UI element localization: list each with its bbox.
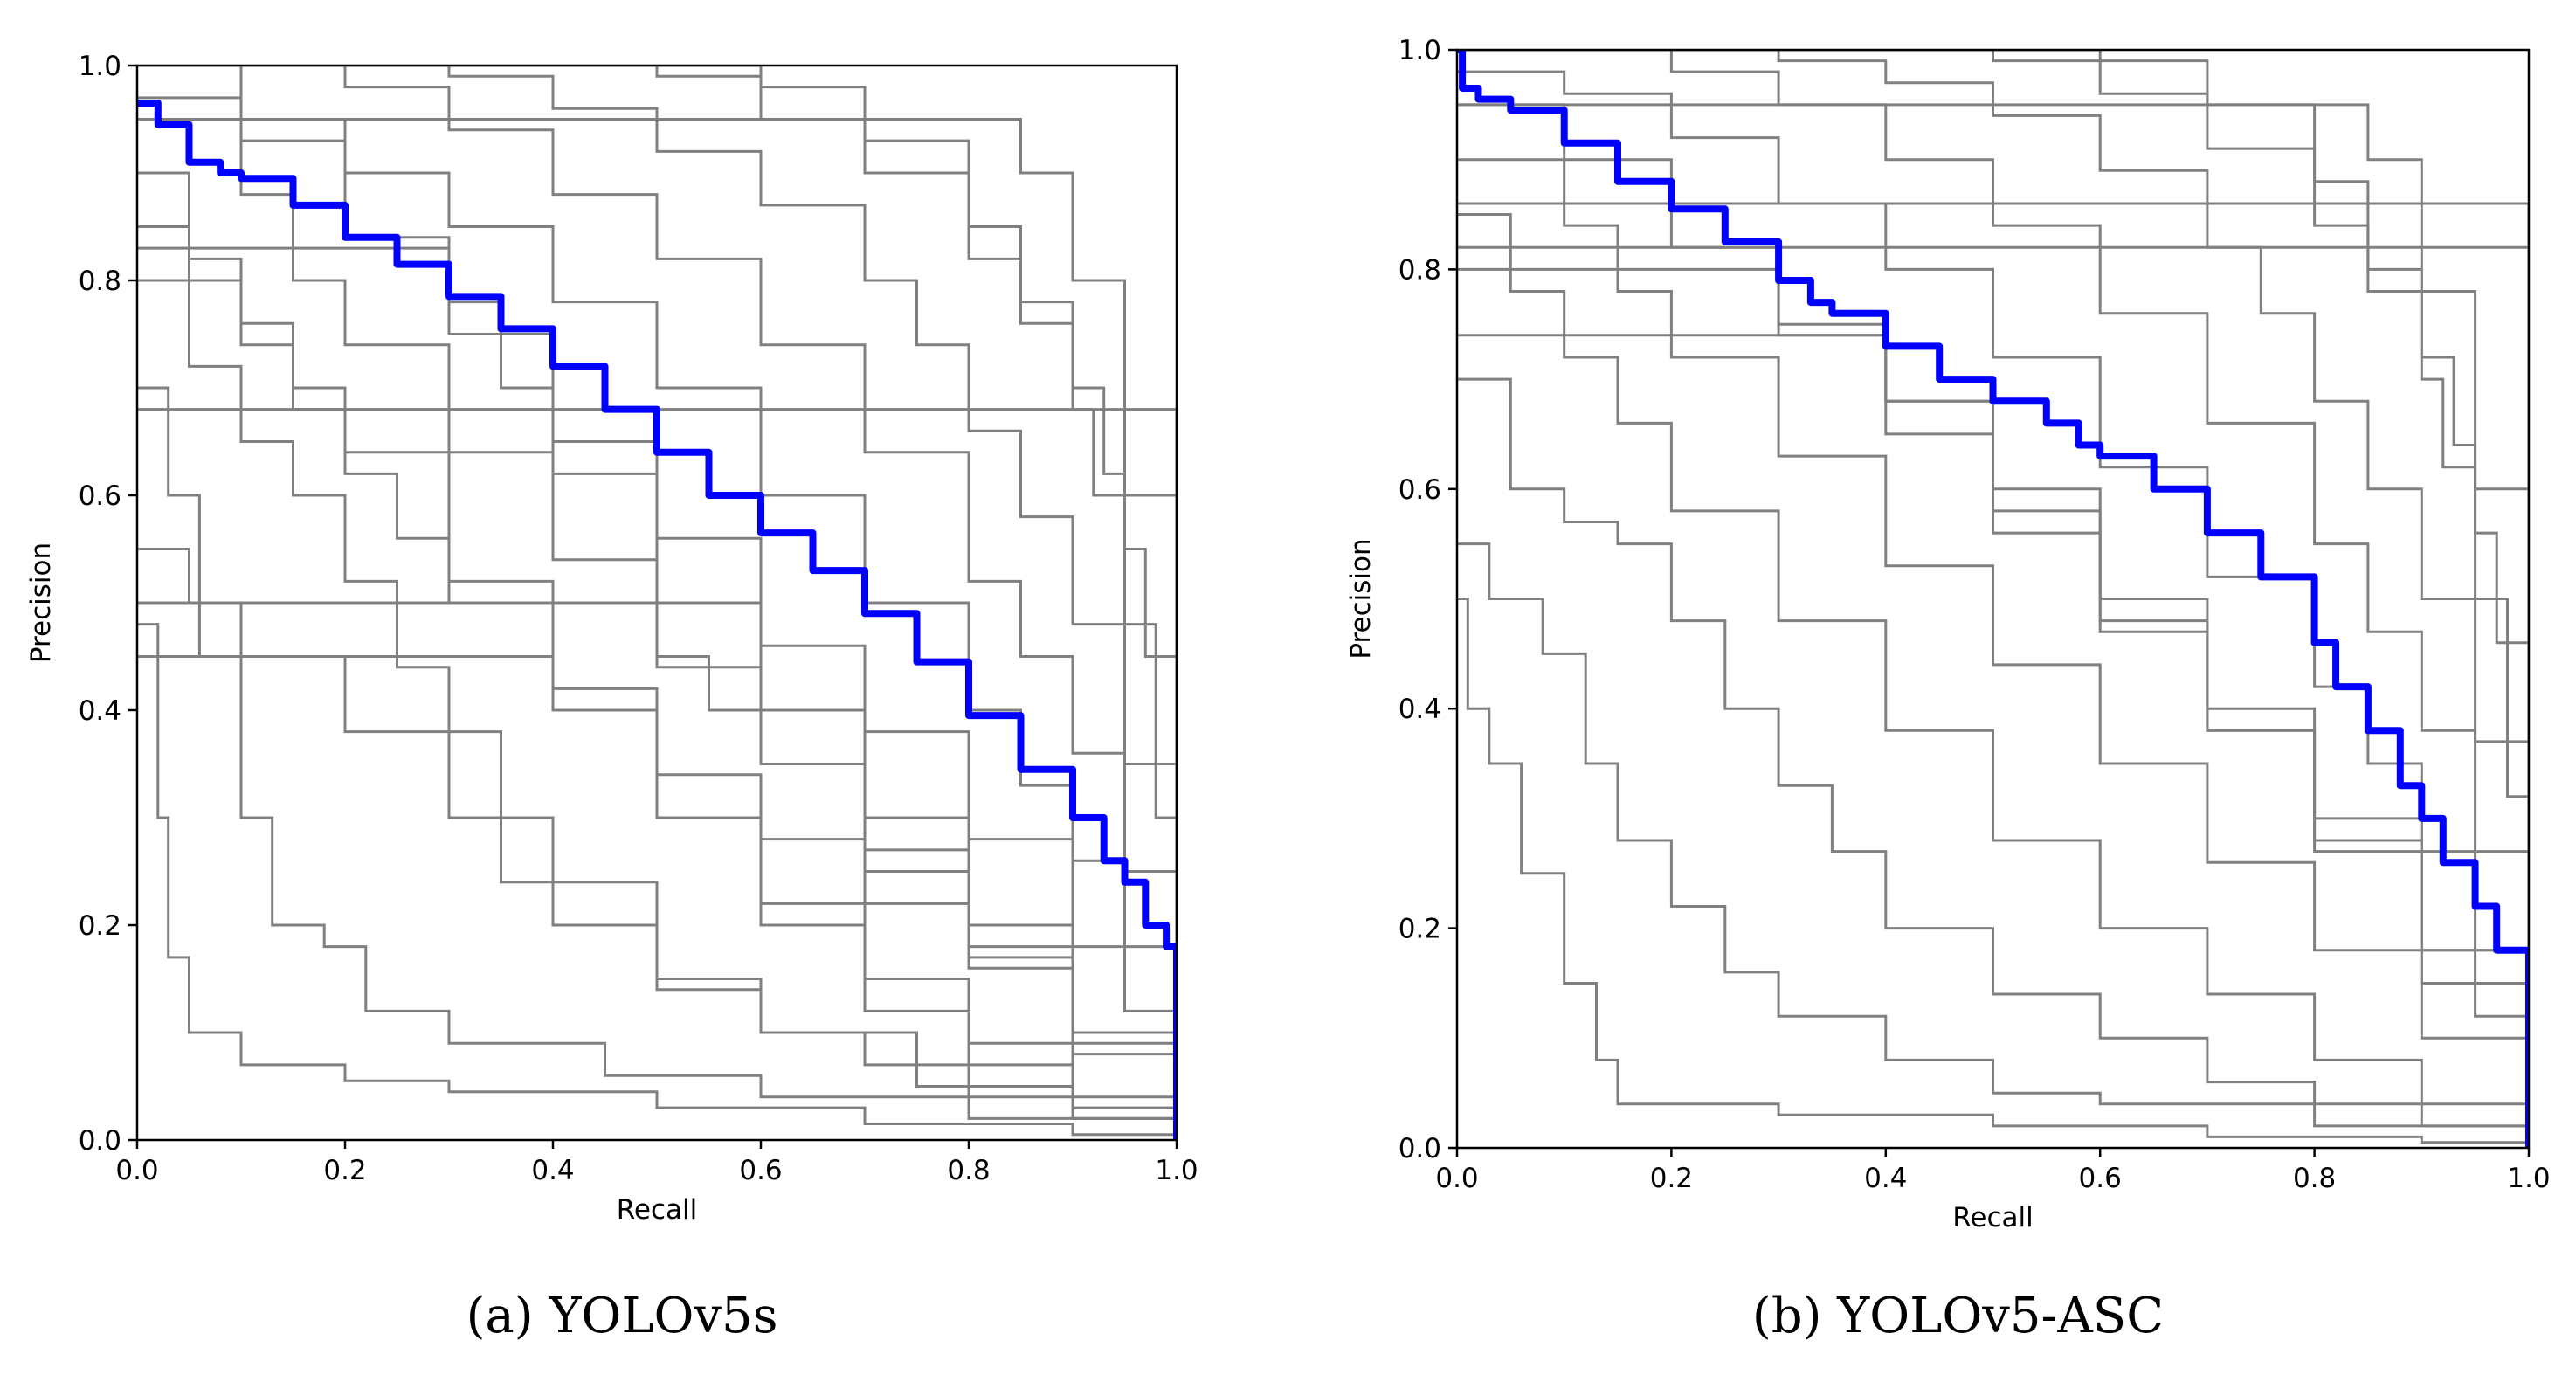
class-pr-curve <box>1457 377 2529 1148</box>
x-tick-label: 0.8 <box>947 1155 990 1186</box>
y-tick-label: 0.0 <box>1398 1133 1441 1164</box>
class-pr-curve <box>137 66 1177 1140</box>
class-pr-curve <box>1457 598 2529 1148</box>
class-pr-curve <box>137 66 1177 1140</box>
y-tick-label: 1.0 <box>79 51 121 82</box>
mean-pr-curve <box>1457 50 2529 1148</box>
x-tick-label: 0.2 <box>323 1155 366 1186</box>
x-axis-a: 0.0 0.2 0.4 0.6 0.8 1.0 <box>115 1140 1198 1186</box>
chart-panel-b: 0.0 0.2 0.4 0.6 0.8 1.0 0.0 0.2 0.4 0.6 0.8 1.0 Re… <box>1345 35 2551 1344</box>
y-tick-label: 0.6 <box>79 480 121 512</box>
y-tick-label: 0.2 <box>79 910 121 942</box>
y-tick-label: 1.0 <box>1398 35 1441 66</box>
y-axis-label-b: Precision <box>1345 538 1377 659</box>
x-axis-label-b: Recall <box>1952 1202 2034 1233</box>
class-pr-curve <box>1457 334 2529 1148</box>
chart-panel-a: 0.0 0.2 0.4 0.6 0.8 1.0 0.0 0.2 0.4 0.6 0.8 1.0 Re… <box>25 51 1198 1344</box>
x-tick-label: 0.6 <box>739 1155 782 1186</box>
caption-b: (b) YOLOv5-ASC <box>1752 1288 2164 1344</box>
class-pr-curve <box>137 655 1177 1140</box>
y-tick-label: 0.8 <box>1398 254 1441 286</box>
y-axis-b: 0.0 0.2 0.4 0.6 0.8 1.0 <box>1398 35 1457 1164</box>
class-pr-curve <box>1457 213 2529 1148</box>
class-pr-curve <box>1457 50 2529 1148</box>
pr-curves-a <box>137 66 1177 1140</box>
y-tick-label: 0.8 <box>79 266 121 297</box>
class-pr-curve <box>1457 202 2529 1148</box>
y-tick-label: 0.4 <box>1398 694 1441 725</box>
pr-curves-b <box>1457 50 2529 1148</box>
class-pr-curve <box>1457 103 2529 1148</box>
y-tick-label: 0.4 <box>79 695 121 727</box>
y-tick-label: 0.0 <box>79 1125 121 1157</box>
class-pr-curve <box>1457 245 2529 1148</box>
y-axis-a: 0.0 0.2 0.4 0.6 0.8 1.0 <box>79 51 137 1157</box>
plot-frame-a <box>135 64 1178 1142</box>
x-tick-label: 1.0 <box>1155 1155 1198 1186</box>
y-tick-label: 0.2 <box>1398 914 1441 945</box>
class-pr-curve <box>137 246 1177 1140</box>
x-tick-label: 0.2 <box>1650 1163 1693 1194</box>
class-pr-curve <box>1457 542 2529 1148</box>
class-pr-curve <box>137 623 1177 1140</box>
x-tick-label: 0.0 <box>1435 1163 1478 1194</box>
x-tick-label: 0.6 <box>2079 1163 2122 1194</box>
x-tick-label: 1.0 <box>2507 1163 2550 1194</box>
class-pr-curve <box>137 118 1177 1140</box>
plot-frame-b <box>1455 48 2531 1150</box>
x-tick-label: 0.4 <box>1864 1163 1907 1194</box>
y-axis-label-a: Precision <box>25 542 57 663</box>
y-tick-label: 0.6 <box>1398 474 1441 506</box>
class-pr-curve <box>137 279 1177 1140</box>
x-tick-label: 0.4 <box>531 1155 574 1186</box>
x-axis-label-a: Recall <box>617 1194 698 1226</box>
x-tick-label: 0.8 <box>2293 1163 2336 1194</box>
class-pr-curve <box>137 66 1177 1140</box>
x-axis-b: 0.0 0.2 0.4 0.6 0.8 1.0 <box>1435 1148 2551 1194</box>
caption-a: (a) YOLOv5s <box>466 1288 778 1344</box>
x-tick-label: 0.0 <box>115 1155 158 1186</box>
mean-pr-curve <box>137 100 1177 1140</box>
